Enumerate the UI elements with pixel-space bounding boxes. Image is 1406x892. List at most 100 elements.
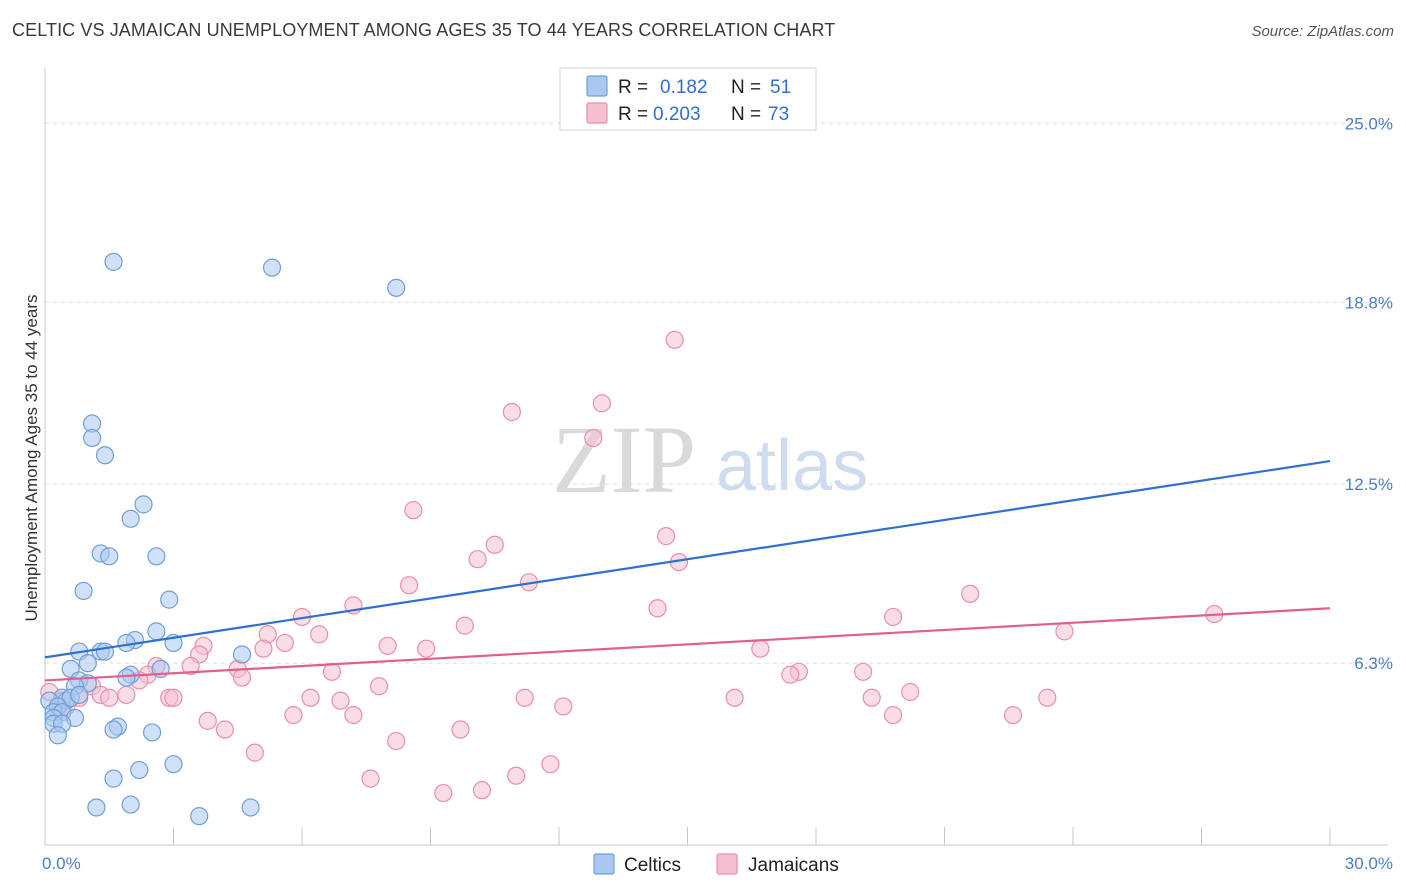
celtic-point [387,278,406,297]
y-tick-label: 25.0% [1345,114,1393,133]
jamaican-point [554,697,573,716]
celtic-point [147,622,166,641]
jamaican-point [310,625,329,644]
grid-lines [45,122,1388,664]
y-tick-label: 12.5% [1345,475,1393,494]
jamaican-point [100,688,119,707]
jamaican-point [399,576,419,595]
source-label: Source: ZipAtlas.com [1251,23,1394,40]
legend-jamaican-n-value: 73 [768,104,789,125]
jamaican-point [584,428,603,448]
legend-celtic-r-value: 0.182 [660,77,708,98]
jamaican-point [404,501,423,520]
jamaican-point [901,682,920,702]
celtic-point [142,723,162,742]
jamaican-point [854,662,873,681]
celtic-point [241,798,260,817]
y-tick-label: 6.3% [1354,654,1393,673]
legend-jamaicans-label: Jamaicans [748,855,839,876]
y-tick-label: 18.8% [1345,293,1393,312]
jamaican-trend-line [44,607,1331,682]
jamaican-point [515,688,534,707]
legend-jamaican-swatch [586,102,608,124]
celtic-point [100,547,119,566]
jamaican-point [502,402,521,422]
celtic-point [87,798,106,817]
celtic-point [164,755,183,774]
legend-celtic-n-label: N = [731,77,761,98]
legend-jamaican-r-value: 0.203 [653,104,701,125]
celtic-point [74,581,93,601]
legend-jamaican-r-label: R = [618,104,648,125]
celtic-point [147,547,166,566]
jamaican-point [164,688,183,707]
celtic-point [232,645,252,664]
jamaican-point [468,550,487,569]
x-tick-label: 0.0% [42,854,81,873]
jamaican-point [451,720,470,739]
celtic-point [104,720,123,739]
jamaican-point [181,656,200,676]
jamaican-point [665,330,684,349]
jamaican-point [198,711,217,730]
jamaican-point [455,616,474,635]
celtic-point [83,428,102,448]
legend-jamaicans-swatch [716,853,738,875]
x-tick-label: 30.0% [1345,854,1393,873]
legend-celtic-r-label: R = [618,77,648,98]
celtic-point [78,654,97,673]
celtic-point [48,726,67,745]
jamaican-point [361,769,380,788]
jamaican-point [485,535,504,554]
jamaican-point [370,677,389,696]
jamaican-point [254,639,273,658]
jamaican-point [215,720,234,739]
celtic-point [104,769,123,788]
legend-celtics-label: Celtics [624,855,681,876]
legend-celtic-swatch [586,75,608,97]
jamaican-point [284,705,303,725]
jamaican-point [322,662,342,681]
celtic-point [160,590,179,609]
jamaican-point [117,685,136,704]
legend-jamaican-n-label: N = [731,104,761,125]
legend-series: Celtics Jamaicans [593,853,839,876]
jamaican-point [883,607,903,627]
jamaican-point [1003,705,1023,725]
jamaican-point [781,665,800,684]
jamaican-point [245,743,264,762]
celtic-point [104,252,123,271]
jamaican-point [344,705,363,725]
celtic-point [121,509,140,528]
celtic-point [117,668,136,687]
chart-title: CELTIC VS JAMAICAN UNEMPLOYMENT AMONG AG… [12,20,836,40]
jamaican-point [301,688,320,707]
jamaican-point [961,584,980,603]
celtic-point [262,258,282,277]
celtic-point [70,685,89,704]
celtic-point [121,795,140,814]
jamaican-point [648,599,667,618]
jamaican-point [751,639,770,658]
x-tick-labels: 0.0% 30.0% [42,854,1393,873]
jamaican-point [725,688,744,707]
celtic-point [190,807,209,826]
jamaican-point [862,688,881,707]
jamaican-point [232,668,252,687]
jamaican-point [507,766,526,785]
trend-lines [44,459,1331,682]
celtics-points [40,252,406,826]
jamaican-point [656,527,676,546]
jamaican-point [883,705,903,725]
jamaican-point [378,636,397,655]
y-axis-label: Unemployment Among Ages 35 to 44 years [22,295,41,622]
watermark: ZIP atlas [552,406,868,513]
legend-celtic-n-value: 51 [770,77,791,98]
jamaican-point [417,639,436,658]
celtic-trend-line [44,459,1331,659]
celtic-point [95,446,115,465]
jamaican-point [275,633,294,653]
jamaican-point [592,394,611,413]
y-tick-labels: 6.3% 12.5% 18.8% 25.0% [1345,114,1393,673]
